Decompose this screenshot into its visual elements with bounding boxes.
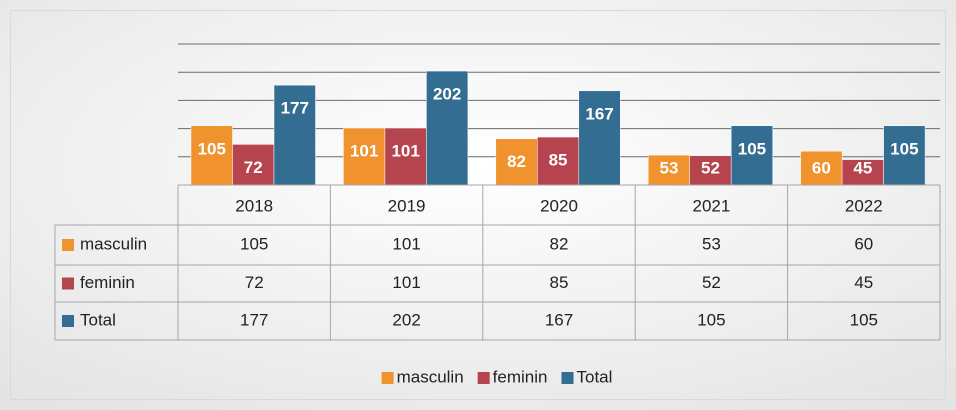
frame [10,10,946,400]
data-label: 45 [853,158,872,177]
table-cell: 72 [245,273,264,292]
data-label: 105 [738,139,766,158]
row-label: feminin [80,273,135,292]
data-label: 105 [198,139,226,158]
table-cell: 202 [392,310,420,329]
bar [384,127,427,186]
legend-swatch [477,372,490,384]
data-label: 202 [433,85,461,104]
bar [689,155,732,186]
table-cell: 45 [854,273,873,292]
table-cell: 167 [545,310,573,329]
legend-label: masculin [397,367,464,386]
data-label: 101 [350,142,378,161]
x-tick-label: 2019 [388,196,426,215]
table-cell: 60 [854,234,873,253]
table-cell: 105 [240,234,268,253]
data-label: 60 [812,158,831,177]
data-label: 85 [549,151,568,170]
row-label: Total [80,310,116,329]
legend-swatch [62,277,74,290]
bar [537,136,580,186]
legend-swatch [62,315,74,327]
table-cell: 52 [702,273,721,292]
bar [883,125,926,186]
data-label: 105 [890,139,918,158]
table-cell: 53 [702,234,721,253]
table-cell: 105 [850,310,878,329]
x-tick-label: 2022 [845,196,883,215]
legend: masculin feminin Total [381,367,612,386]
legend-label: Total [576,367,612,386]
x-tick-label: 2018 [235,196,273,215]
legend-label: feminin [493,367,548,386]
bar [232,144,275,186]
bar [273,84,316,186]
legend-swatch [62,239,74,251]
data-label: 72 [244,158,263,177]
bar [426,70,469,186]
x-tick-label: 2020 [540,196,578,215]
table-cell: 101 [392,273,420,292]
data-label: 53 [659,158,678,177]
table-cell: 105 [697,310,725,329]
bar [578,90,621,186]
legend-swatch [381,372,394,384]
bar [190,125,233,186]
table-cell: 85 [550,273,569,292]
table-cell: 82 [550,234,569,253]
data-label: 82 [507,152,526,171]
row-label: masculin [80,234,147,253]
bar [730,125,773,186]
table-cell: 101 [392,234,420,253]
bar [343,127,386,186]
x-tick-label: 2021 [692,196,730,215]
bar [495,138,538,186]
data-label: 177 [281,99,309,118]
data-label: 167 [585,104,613,123]
data-label: 52 [701,158,720,177]
table-cell: 177 [240,310,268,329]
legend-swatch [561,372,574,384]
data-label: 101 [391,142,419,161]
